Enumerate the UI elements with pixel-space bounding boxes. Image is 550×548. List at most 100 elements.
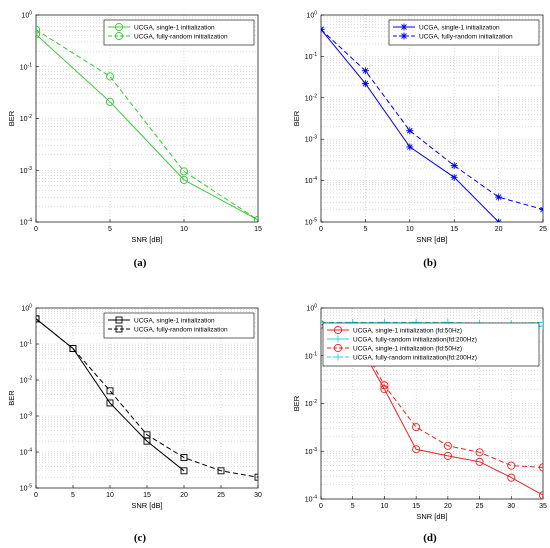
y-tick-exponent: -3: [28, 412, 33, 418]
x-axis-label: SNR [dB]: [416, 235, 447, 244]
y-tick-exponent: -4: [28, 218, 33, 224]
y-tick-label: 10-3: [20, 412, 32, 421]
y-tick-label: 100: [306, 11, 317, 20]
legend-marker: [334, 335, 342, 343]
legend-label: UCGA, single-1 initialization (fd:50Hz): [353, 345, 462, 352]
legend-marker: [333, 325, 343, 335]
x-tick-label: 30: [507, 503, 515, 510]
data-point: [538, 463, 543, 472]
x-tick-label: 30: [254, 492, 262, 499]
legend-label: UCGA, fully-random initialization(fd:200…: [353, 354, 477, 361]
data-point: [321, 25, 325, 33]
data-point: [106, 399, 114, 407]
legend-marker: [400, 32, 408, 40]
series-line: [36, 29, 258, 221]
panel-label: (c): [134, 532, 147, 544]
series-2: [36, 25, 258, 222]
data-point: [180, 467, 188, 475]
y-tick-exponent: -2: [28, 376, 33, 382]
y-tick-exponent: 0: [29, 304, 32, 310]
data-point: [507, 461, 516, 470]
legend-marker: [114, 31, 124, 41]
y-axis-label: BER: [7, 390, 16, 406]
y-tick-label: 10-4: [20, 218, 32, 227]
data-point: [253, 215, 258, 222]
data-point: [507, 473, 516, 482]
x-tick-label: 0: [34, 226, 38, 233]
y-tick-exponent: -1: [28, 62, 33, 68]
y-tick-exponent: -3: [313, 135, 318, 141]
series-line: [36, 318, 185, 472]
y-tick-label: 10-2: [20, 376, 32, 385]
x-tick-label: 5: [108, 226, 112, 233]
chart-panel-4: 0 5 10 15 20 25 30 35 10-4 10-3 10-2 10-1 100 SNR [dB…: [292, 304, 547, 522]
data-point: [321, 318, 325, 326]
y-tick-exponent: -4: [313, 176, 318, 182]
legend-box: [322, 322, 540, 367]
legend-label: UCGA, fully-random initialization: [419, 33, 513, 40]
y-tick-exponent: -3: [313, 447, 318, 453]
axes-box: [320, 14, 544, 223]
y-tick-label: 10-1: [20, 62, 32, 71]
y-tick-exponent: 0: [314, 11, 317, 17]
legend-label: UCGA, fully-random initialization: [134, 33, 228, 40]
y-tick-exponent: -1: [313, 351, 318, 357]
data-point: [36, 30, 41, 39]
y-tick-label: 10-4: [305, 495, 317, 504]
legend-box: [388, 19, 540, 46]
data-point: [539, 318, 543, 326]
x-tick-label: 5: [351, 503, 355, 510]
y-tick-label: 10-4: [20, 448, 32, 457]
data-point: [475, 448, 484, 457]
chart-panel-2: 0 5 10 15 20 25 10-5 10-4 10-3 10-2 10-1 100 SNR [dB…: [292, 11, 547, 245]
series-1: [36, 30, 258, 222]
x-axis-label: SNR [dB]: [131, 235, 162, 244]
data-point: [36, 25, 41, 34]
legend-label: UCGA, fully-random initialization: [134, 326, 228, 333]
data-point: [69, 345, 77, 352]
y-tick-exponent: -3: [28, 166, 33, 172]
data-point: [450, 162, 458, 170]
data-point: [443, 451, 452, 460]
data-point: [443, 441, 452, 450]
x-tick-label: 10: [406, 226, 414, 233]
data-point: [538, 491, 543, 499]
x-axis-label: SNR [dB]: [416, 512, 447, 521]
y-tick-label: 10-3: [20, 166, 32, 175]
series-2: [36, 315, 258, 481]
x-tick-label: 15: [412, 503, 420, 510]
x-tick-label: 35: [539, 503, 547, 510]
x-tick-label: 25: [539, 226, 547, 233]
y-tick-label: 10-1: [305, 351, 317, 360]
x-axis-label: SNR [dB]: [131, 501, 162, 510]
panel-label: (a): [134, 257, 147, 269]
y-tick-exponent: -1: [28, 340, 33, 346]
data-point: [105, 72, 115, 81]
series-1: [321, 25, 503, 222]
y-tick-label: 10-4: [305, 176, 317, 185]
panel-label: (d): [423, 532, 437, 544]
y-axis-label: BER: [7, 110, 16, 126]
x-tick-label: 20: [495, 226, 503, 233]
series-line: [36, 318, 258, 478]
y-tick-exponent: 0: [29, 11, 32, 17]
legend: UCGA, single-1 initialization (fd:50Hz) U…: [322, 322, 540, 367]
y-tick-exponent: -4: [313, 495, 318, 501]
y-tick-exponent: -2: [28, 114, 33, 120]
series-2: [321, 25, 543, 214]
x-tick-label: 15: [254, 226, 262, 233]
legend: UCGA, single-1 initialization UCGA, fully…: [103, 19, 255, 46]
data-point: [495, 193, 503, 201]
data-point: [450, 173, 458, 181]
data-point: [495, 218, 503, 222]
legend-label: UCGA, single-1 initialization: [419, 24, 500, 31]
data-point: [179, 167, 189, 176]
data-point: [180, 454, 188, 462]
y-tick-exponent: -1: [313, 52, 318, 58]
data-point: [406, 143, 414, 151]
y-tick-exponent: -2: [313, 399, 318, 405]
data-point: [106, 387, 114, 395]
series-line: [321, 29, 543, 210]
y-tick-label: 10-3: [305, 135, 317, 144]
